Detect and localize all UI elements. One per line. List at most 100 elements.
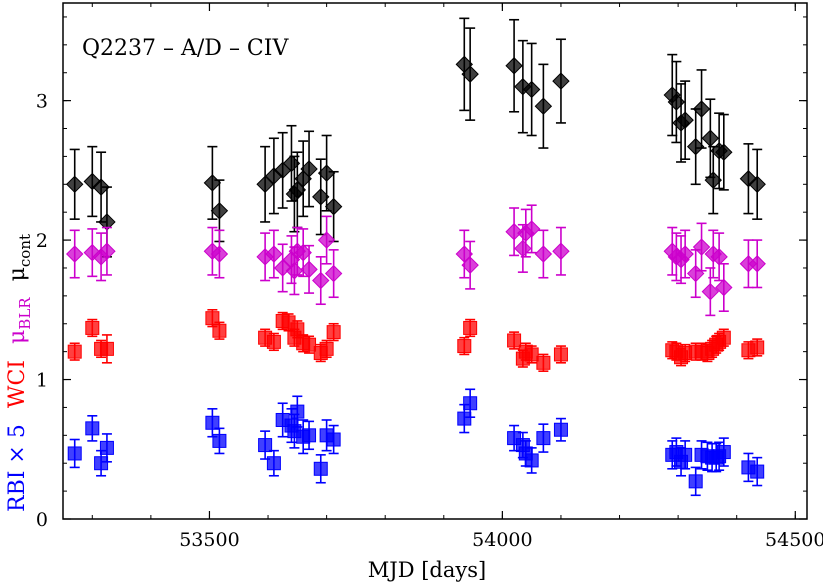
data-point (524, 453, 539, 468)
data-point (85, 421, 100, 436)
data-point (522, 80, 541, 99)
data-point (676, 111, 694, 129)
data-point (514, 239, 532, 258)
data-point (290, 404, 305, 419)
data-point (92, 178, 110, 196)
data-point (715, 143, 733, 161)
data-point (324, 197, 343, 216)
data-point (748, 175, 766, 194)
y-tick-label: 0 (36, 509, 48, 531)
data-point (692, 238, 711, 256)
data-point (67, 446, 82, 461)
x-tick-label: 54000 (472, 529, 532, 551)
data-point (205, 415, 220, 430)
data-point (290, 322, 305, 337)
y-axis-title: RBI × 5WCIμBLR​μcont​ (5, 234, 34, 512)
data-point (553, 422, 568, 437)
data-point (701, 129, 720, 147)
data-point (678, 447, 693, 462)
data-point (212, 323, 227, 338)
x-tick-label: 53500 (179, 529, 239, 551)
data-point (716, 445, 731, 460)
data-point (676, 245, 694, 263)
data-point (715, 278, 733, 297)
y-axis-title-subscript: cont (16, 234, 34, 267)
series-3 (67, 388, 765, 497)
data-point (317, 164, 336, 182)
data-point (701, 282, 720, 301)
data-point (94, 456, 109, 471)
series-1 (66, 204, 766, 317)
data-point (688, 474, 703, 489)
data-point (536, 431, 551, 446)
y-axis-title-subscript: BLR (16, 297, 34, 330)
series-0 (66, 17, 766, 258)
plot-frame (62, 2, 808, 520)
data-point (750, 464, 765, 479)
data-point (203, 174, 222, 192)
data-point (552, 242, 570, 260)
data-point (66, 245, 84, 263)
data-point (205, 311, 220, 326)
series-2 (67, 309, 765, 372)
data-point (210, 245, 229, 263)
y-tick-label: 1 (36, 370, 48, 392)
y-tick-label: 3 (36, 91, 48, 113)
y-axis-title-part: μ (5, 330, 30, 344)
data-point (273, 259, 292, 277)
data-point (507, 333, 522, 348)
data-point (99, 440, 114, 455)
y-axis-title-part: RBI × 5 (5, 424, 30, 512)
chart-title: Q2237 – A/D – CIV (82, 36, 289, 61)
data-point (319, 341, 334, 356)
data-point (212, 433, 227, 448)
data-point (326, 432, 341, 447)
data-point (313, 461, 328, 476)
axes (62, 2, 808, 520)
x-axis-title: MJD [days] (368, 558, 486, 582)
data-point (66, 175, 84, 194)
data-point (457, 339, 472, 354)
data-point (300, 160, 318, 178)
y-axis-title-part: WCI (5, 360, 30, 408)
labels: Q2237 – A/D – CIV MJD [days] 53500 54000 5… (5, 36, 823, 582)
data-point (536, 355, 551, 370)
data-point (534, 97, 553, 115)
data-point (302, 428, 317, 443)
data-point (317, 231, 336, 249)
data-point (67, 344, 82, 359)
data-point (302, 337, 317, 352)
data-point (99, 341, 114, 356)
data-point (463, 396, 478, 411)
data-point (710, 248, 728, 266)
data-point (266, 456, 281, 471)
data-point (461, 256, 479, 274)
data-point (326, 325, 341, 340)
data-point (524, 347, 539, 362)
data-point (256, 175, 274, 194)
data-point (266, 334, 281, 349)
data-point (265, 245, 283, 263)
data-point (463, 320, 478, 335)
data-point (85, 320, 100, 335)
y-axis-title-part: μ (5, 267, 30, 281)
data-point (461, 65, 479, 83)
data-point (210, 202, 229, 220)
data-point (692, 100, 711, 118)
data-point (258, 438, 273, 453)
data-point (522, 220, 541, 238)
data-point (98, 242, 116, 260)
data-point (324, 264, 343, 283)
data-point (748, 255, 766, 273)
data-point (505, 223, 523, 241)
data-point (505, 57, 523, 75)
data-point (552, 72, 570, 90)
data-point (83, 243, 101, 262)
data-point (716, 330, 731, 345)
data-point (312, 271, 330, 290)
data-point (300, 260, 318, 279)
data-point (534, 245, 553, 263)
data-marks (66, 17, 766, 497)
data-point (457, 411, 472, 426)
